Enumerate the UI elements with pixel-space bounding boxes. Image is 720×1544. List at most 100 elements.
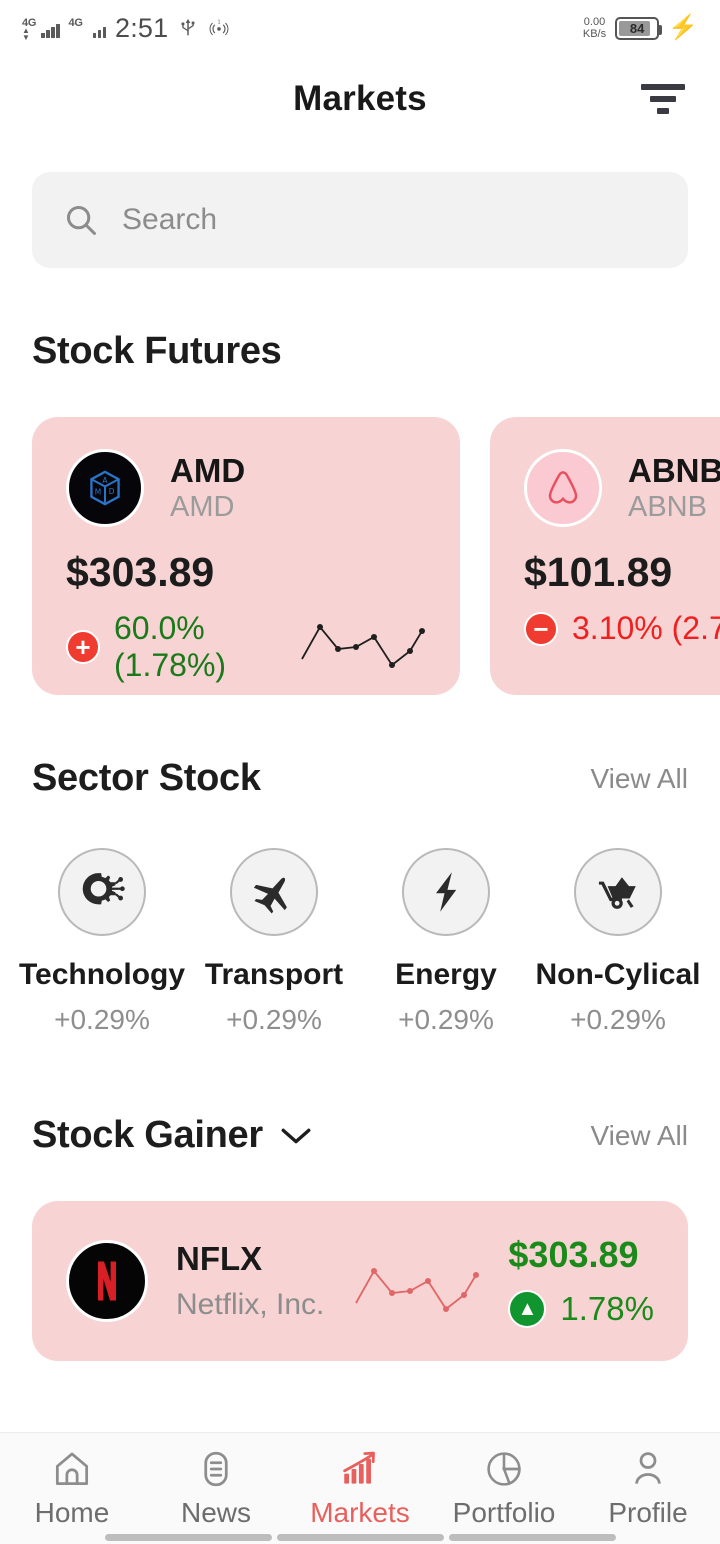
gesture-segment: [276, 1534, 444, 1541]
search-input[interactable]: Search: [122, 203, 218, 236]
futures-card-abnb[interactable]: ABNB ABNB $101.89 − 3.10% (2.78: [490, 417, 720, 695]
nav-label: Home: [34, 1497, 110, 1528]
sector-stock-title: Sector Stock: [32, 757, 261, 799]
data-rate-indicator: 0.00 KB/s: [583, 16, 606, 40]
sector-list: Technology +0.29% Transport +0.29% Energ…: [16, 848, 704, 1036]
airplane-icon: [230, 848, 318, 936]
sector-percent: +0.29%: [570, 1004, 666, 1035]
gainer-values: $303.89 ▲ 1.78%: [508, 1234, 654, 1328]
futures-card-head: ABNB ABNB: [524, 449, 720, 527]
nav-item-home[interactable]: Home: [0, 1447, 144, 1529]
search-icon: [66, 205, 96, 235]
gesture-segment: [104, 1534, 272, 1541]
sector-percent: +0.29%: [398, 1004, 494, 1035]
futures-symbol: ABNB: [628, 451, 720, 489]
stock-futures-header: Stock Futures: [32, 330, 688, 373]
futures-name: AMD: [170, 490, 235, 523]
sector-percent: +0.29%: [54, 1004, 150, 1035]
airbnb-logo-icon: [524, 449, 602, 527]
stock-futures-title: Stock Futures: [32, 330, 282, 372]
svg-text:A: A: [102, 476, 108, 485]
signal-bars-1-icon: 4G ▲ ▼: [22, 17, 60, 42]
up-badge-icon: +: [66, 630, 100, 664]
futures-card-names: ABNB ABNB: [628, 452, 720, 525]
news-icon: [204, 1451, 228, 1487]
charging-bolt-icon: ⚡: [668, 14, 698, 41]
gainer-price: $303.89: [508, 1234, 639, 1275]
sector-label: Energy: [395, 958, 497, 991]
page-title: Markets: [293, 79, 427, 118]
futures-symbol: AMD: [170, 451, 246, 489]
chevron-up-badge-icon: ▲: [508, 1290, 547, 1328]
usb-icon: [181, 18, 195, 36]
nav-label: Profile: [608, 1497, 688, 1528]
page-header: Markets: [0, 56, 720, 142]
clock-label: 2:51: [115, 12, 169, 43]
gainer-symbol: NFLX: [176, 1240, 263, 1277]
amd-logo-icon: A M D: [66, 449, 144, 527]
battery-icon: 84: [615, 16, 663, 40]
chevron-down-icon[interactable]: [279, 1125, 313, 1147]
network-type-1-label: 4G: [22, 17, 37, 29]
down-badge-icon: −: [524, 611, 558, 646]
futures-sparkline-chart: [298, 599, 426, 676]
netflix-logo-icon: [66, 1240, 148, 1322]
futures-change-row: + 60.0% (1.78%): [66, 610, 298, 684]
data-rate-unit: KB/s: [582, 28, 607, 40]
nav-item-profile[interactable]: Profile: [576, 1447, 720, 1529]
sector-stock-header: Sector Stock View All: [32, 757, 688, 800]
gainer-change: 1.78%: [560, 1290, 654, 1327]
stock-gainer-header: Stock Gainer View All: [32, 1114, 688, 1157]
sector-label: Non-Cylical: [535, 958, 701, 991]
data-rate-value: 0.00: [583, 16, 606, 28]
bottom-navigation: Home News Markets: [0, 1432, 720, 1544]
futures-values: $101.89 − 3.10% (2.78: [524, 549, 720, 647]
battery-level-label: 84: [629, 20, 645, 36]
gainer-sparkline-chart: [352, 1243, 480, 1320]
sector-item-energy[interactable]: Energy +0.29%: [360, 848, 532, 1036]
stock-gainer-title: Stock Gainer: [32, 1114, 263, 1156]
nav-item-markets[interactable]: Markets: [288, 1447, 432, 1529]
nav-item-portfolio[interactable]: Portfolio: [432, 1447, 576, 1529]
search-bar[interactable]: Search: [32, 172, 688, 268]
futures-name: ABNB: [628, 490, 707, 523]
microchip-gear-icon: [58, 848, 146, 936]
sector-item-technology[interactable]: Technology +0.29%: [16, 848, 188, 1036]
sector-view-all-link[interactable]: View All: [590, 762, 688, 794]
futures-card-head: A M D AMD AMD: [66, 449, 426, 527]
gesture-bar: [0, 1534, 720, 1541]
futures-card-body: $101.89 − 3.10% (2.78: [524, 549, 720, 647]
sector-label: Transport: [204, 958, 344, 991]
svg-text:D: D: [109, 487, 115, 496]
gainer-view-all-link[interactable]: View All: [590, 1119, 688, 1151]
svg-text:M: M: [95, 488, 101, 497]
sector-percent: +0.29%: [226, 1004, 322, 1035]
filter-icon[interactable]: [640, 79, 686, 119]
data-arrows-icon: ▲ ▼: [22, 26, 30, 42]
futures-change: 3.10% (2.78: [572, 610, 720, 646]
nav-item-news[interactable]: News: [144, 1447, 288, 1529]
gainer-meta: NFLX Netflix, Inc.: [176, 1240, 324, 1322]
person-icon: [635, 1452, 661, 1484]
lightning-bolt-icon: [402, 848, 490, 936]
sector-item-transport[interactable]: Transport +0.29%: [188, 848, 360, 1036]
futures-card-body: $303.89 + 60.0% (1.78%): [66, 549, 426, 684]
hotspot-icon: 1: [209, 19, 229, 36]
network-type-2-label: 4G: [68, 17, 83, 29]
futures-values: $303.89 + 60.0% (1.78%): [66, 549, 298, 684]
sector-item-non-cylical[interactable]: Non-Cylical +0.29%: [532, 848, 704, 1036]
futures-card-amd[interactable]: A M D AMD AMD $303.89 + 60.0% (1.78%): [32, 417, 460, 695]
nav-label: News: [180, 1497, 251, 1528]
signal-bars-2-icon: 4G: [68, 17, 106, 38]
svg-text:1: 1: [218, 19, 221, 25]
futures-price: $303.89: [66, 549, 215, 595]
futures-card-names: AMD AMD: [170, 452, 245, 525]
status-bar-left: 4G ▲ ▼ 4G 2:51 1: [22, 13, 230, 44]
gainer-row-nflx[interactable]: NFLX Netflix, Inc. $303.89 ▲ 1.78%: [32, 1201, 688, 1361]
futures-change: 60.0% (1.78%): [114, 610, 227, 683]
status-bar-right: 0.00 KB/s 84 ⚡: [583, 14, 698, 41]
wheelbarrow-icon: [574, 848, 662, 936]
nav-label: Markets: [310, 1497, 410, 1528]
stock-futures-carousel[interactable]: A M D AMD AMD $303.89 + 60.0% (1.78%): [32, 417, 720, 695]
